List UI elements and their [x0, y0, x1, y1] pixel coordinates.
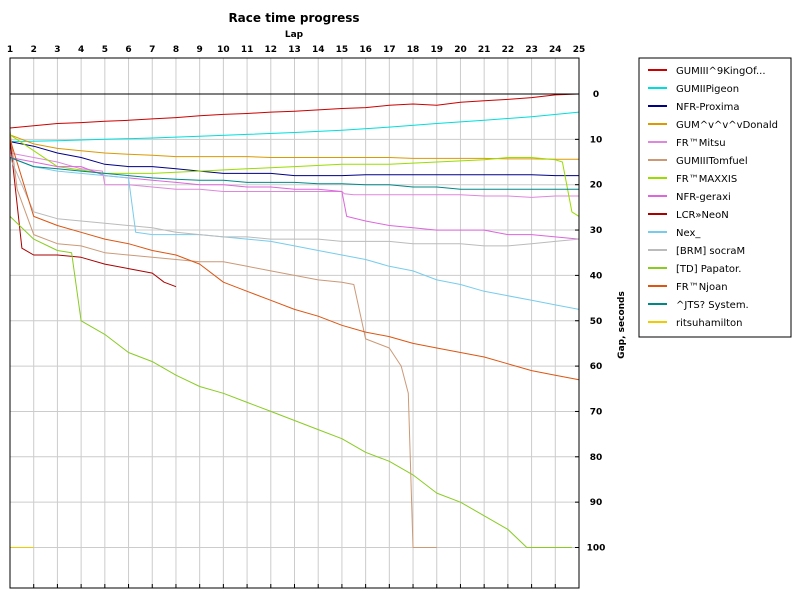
x-tick-label: 11: [241, 45, 254, 55]
legend: GUMIII^9KingOf... GUMIIPigeon NFR-Proxima G…: [638, 57, 792, 338]
legend-label: GUM^v^v^vDonald: [676, 120, 778, 131]
series-lines: [9, 93, 580, 548]
x-tick-label: 23: [525, 45, 538, 55]
x-tick-label: 13: [288, 45, 301, 55]
grid: [9, 58, 580, 588]
legend-label: FR™MAXXIS: [676, 174, 737, 185]
series-line-13: [9, 139, 580, 381]
x-tick-label: 20: [454, 45, 467, 55]
legend-label: NFR-geraxi: [676, 192, 731, 203]
x-axis-label: Lap: [285, 30, 304, 40]
y-tick-label: 0: [593, 90, 599, 100]
legend-label: GUMIIITomfuel: [676, 156, 748, 167]
x-tick-label: 2: [31, 45, 37, 55]
y-axis-label: Gap, seconds: [617, 291, 627, 359]
y-tick-label: 20: [590, 181, 603, 191]
chart-title: Race time progress: [228, 11, 359, 25]
series-line-9: [9, 139, 177, 288]
legend-label: FR™Njoan: [676, 282, 728, 293]
x-tick-label: 22: [502, 45, 515, 55]
series-line-6: [9, 130, 437, 548]
x-tick-label: 21: [478, 45, 491, 55]
x-tick-label: 18: [407, 45, 420, 55]
series-line-1: [9, 93, 580, 129]
x-tick-label: 1: [7, 45, 13, 55]
x-tick-label: 24: [549, 45, 562, 55]
legend-label: NFR-Proxima: [676, 102, 740, 113]
series-line-14: [9, 157, 579, 190]
y-tick-label: 80: [590, 453, 603, 463]
series-line-3: [9, 141, 579, 177]
legend-label: Nex_: [676, 228, 701, 239]
legend-label: [TD] Papator.: [676, 264, 741, 275]
legend-label: [BRM] socraM: [676, 246, 745, 257]
y-tick-label: 30: [590, 226, 603, 236]
legend-label: LCR»NeoN: [676, 210, 729, 221]
y-tick-label: 40: [590, 271, 603, 281]
x-tick-label: 4: [78, 45, 84, 55]
y-tick-label: 10: [590, 135, 603, 145]
legend-label: ritsuhamilton: [676, 318, 743, 329]
x-tick-label: 25: [573, 45, 586, 55]
legend-label: ^JTS? System.: [676, 300, 749, 311]
y-tick-label: 90: [590, 498, 603, 508]
x-axis-ticks: 1 2 3 4 5 6 7 8 9 10 11 12 13 14 15 16 17 18 19 20 21 22 23 24 2…: [7, 45, 585, 588]
x-tick-label: 10: [217, 45, 230, 55]
y-axis-ticks: 0 10 20 30 40 50 60 70 80 90 100: [575, 90, 605, 554]
series-line-7: [9, 134, 580, 217]
x-tick-label: 9: [197, 45, 203, 55]
series-line-12: [9, 216, 572, 548]
series-line-11: [9, 157, 580, 247]
x-tick-label: 6: [125, 45, 131, 55]
legend-label: FR™Mitsu: [676, 138, 726, 149]
legend-label: GUMIIPigeon: [676, 84, 739, 95]
x-tick-label: 5: [102, 45, 108, 55]
series-line-4: [9, 134, 579, 160]
x-tick-label: 19: [430, 45, 443, 55]
legend-box: [638, 57, 792, 338]
x-tick-label: 8: [173, 45, 179, 55]
series-line-2: [9, 111, 580, 143]
series-line-5: [9, 152, 579, 198]
y-tick-label: 70: [590, 407, 603, 417]
y-tick-label: 100: [587, 544, 606, 554]
x-tick-label: 15: [336, 45, 349, 55]
x-tick-label: 16: [359, 45, 372, 55]
legend-label: GUMIII^9KingOf...: [676, 66, 766, 77]
x-tick-label: 7: [149, 45, 155, 55]
y-tick-label: 60: [590, 362, 603, 372]
x-tick-label: 3: [54, 45, 60, 55]
x-tick-label: 14: [312, 45, 325, 55]
x-tick-label: 17: [383, 45, 396, 55]
x-tick-label: 12: [265, 45, 278, 55]
y-tick-label: 50: [590, 317, 603, 327]
plot-frame: [9, 57, 580, 589]
series-line-10: [9, 157, 580, 310]
